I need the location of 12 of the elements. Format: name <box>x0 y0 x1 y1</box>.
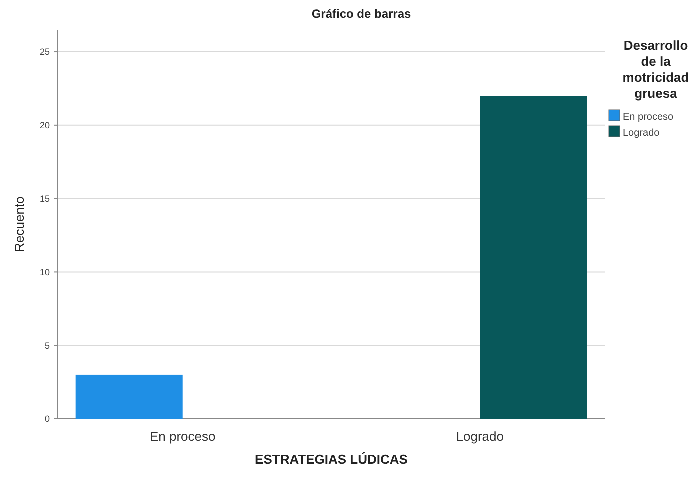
y-tick-label: 10 <box>40 267 50 278</box>
legend-label: En proceso <box>623 112 674 123</box>
legend-title: Desarrollo de la motricidad gruesa <box>622 38 690 101</box>
y-tick-label: 5 <box>44 340 50 351</box>
y-tick-label: 0 <box>44 414 50 424</box>
chart-title: Gráfico de barras <box>312 7 412 21</box>
y-axis-title: Recuento <box>12 196 27 252</box>
y-tick-label: 15 <box>40 194 50 204</box>
y-tick-label: 20 <box>40 120 50 131</box>
legend-label: Logrado <box>623 128 660 139</box>
y-tick-label: 25 <box>40 47 50 58</box>
x-axis-title: ESTRATEGIAS LÚDICAS <box>255 452 408 467</box>
